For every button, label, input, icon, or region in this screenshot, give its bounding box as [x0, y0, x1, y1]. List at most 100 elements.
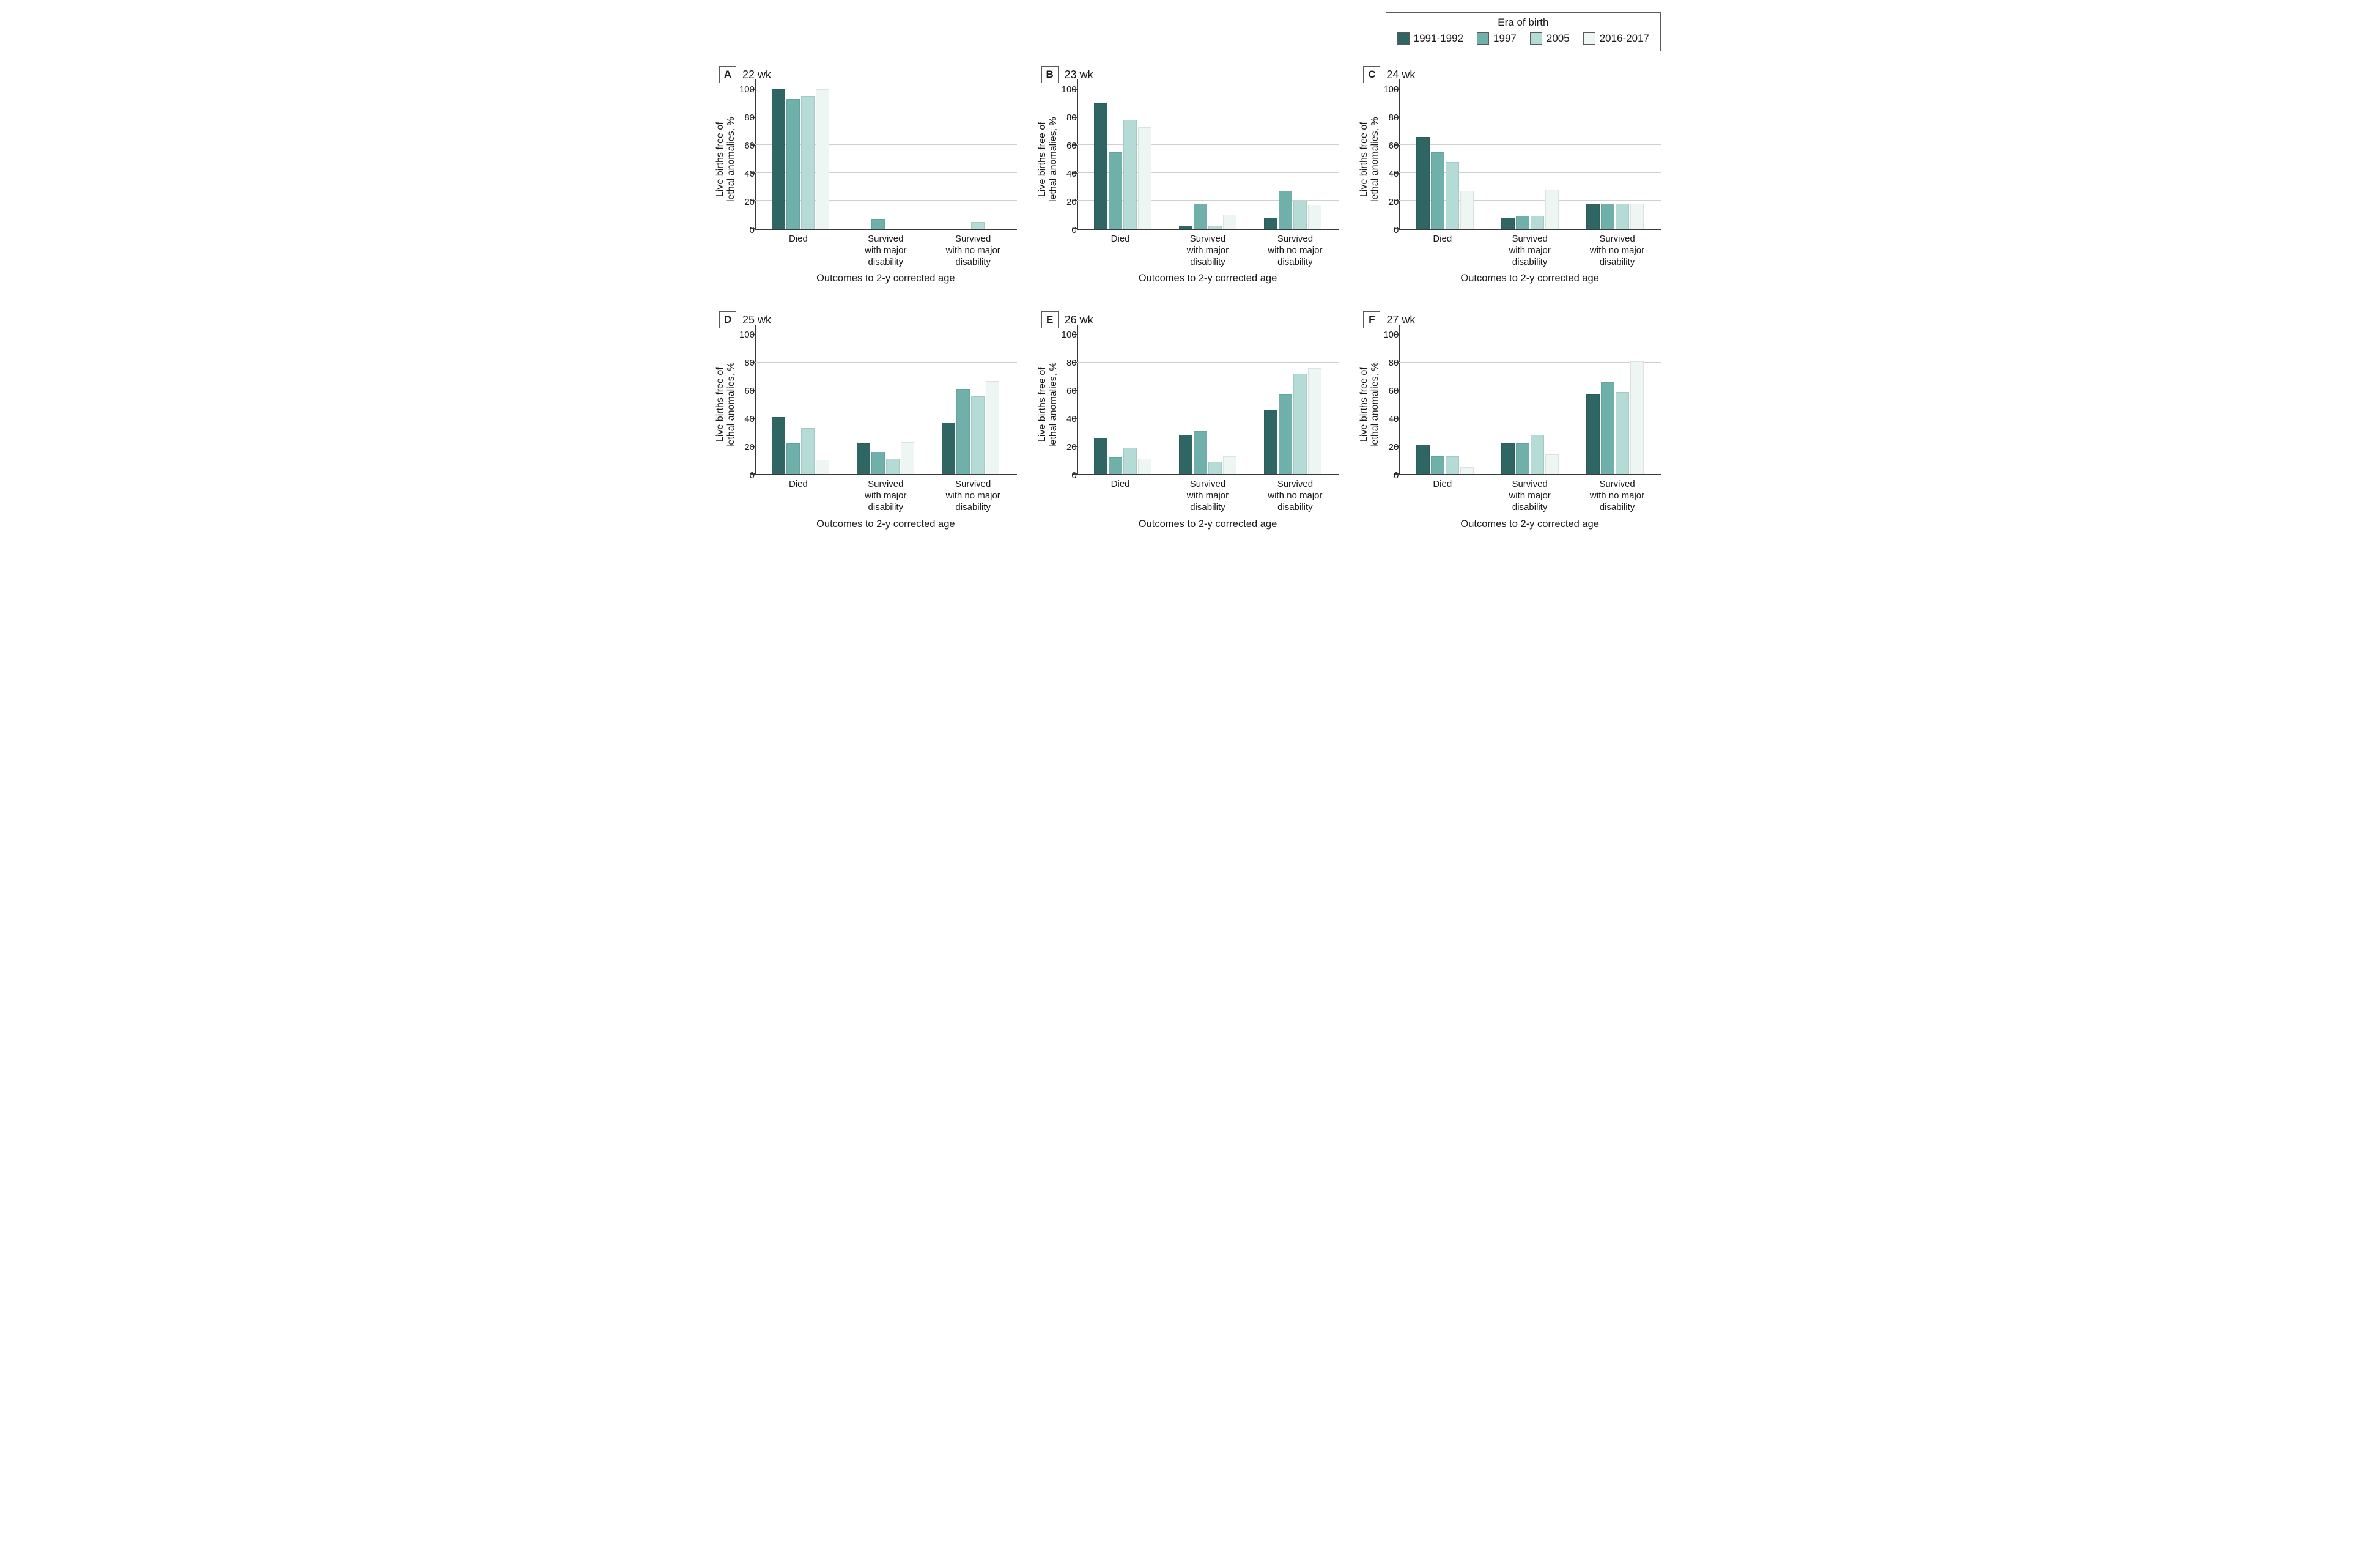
bar	[1416, 445, 1430, 474]
x-left-pad	[1055, 514, 1077, 530]
y-tick-label: 20	[744, 442, 755, 452]
x-category-label: Survivedwith majordisability	[1171, 234, 1244, 268]
x-label-line: Survived	[1581, 479, 1654, 490]
bar-group	[1501, 334, 1559, 474]
x-label-line: disability	[849, 502, 922, 514]
x-label-line: disability	[936, 502, 1010, 514]
x-label-line: disability	[1258, 257, 1332, 268]
legend-item: 1997	[1477, 32, 1517, 45]
y-tick-label: 0	[1071, 470, 1076, 481]
chart-area: 020406080100 Died Survivedwith majordisabi…	[1055, 89, 1339, 284]
bar	[1616, 204, 1629, 229]
x-category-label: Died	[1406, 479, 1479, 513]
bar	[1308, 368, 1321, 474]
x-labels-row: DiedSurvivedwith majordisabilitySurvived…	[1055, 230, 1339, 268]
legend-label: 1991-1992	[1414, 32, 1463, 45]
panel-title: 22 wk	[742, 68, 771, 81]
panel-header: A22 wk	[719, 66, 1017, 83]
panel: B23 wkLive births free oflethal anomalie…	[1041, 66, 1339, 284]
x-left-pad	[1377, 268, 1399, 284]
bar	[1531, 435, 1544, 474]
x-label-line: Died	[761, 479, 835, 490]
bar	[1109, 152, 1122, 229]
x-label-line: Survived	[936, 234, 1010, 245]
bar	[956, 389, 970, 474]
x-axis-title: Outcomes to 2-y corrected age	[755, 273, 1017, 284]
chart-wrap: Live births free oflethal anomalies, %02…	[1041, 89, 1339, 284]
x-label-line: with no major	[1581, 490, 1654, 502]
bar	[1501, 443, 1515, 474]
bar-group	[772, 89, 829, 229]
bar-group	[1094, 89, 1151, 229]
x-category-label: Survivedwith majordisability	[1171, 479, 1244, 513]
panel-letter: C	[1363, 66, 1380, 83]
legend-swatch	[1583, 32, 1595, 45]
x-title-row: Outcomes to 2-y corrected age	[733, 514, 1017, 530]
y-tick-label: 40	[1066, 414, 1077, 424]
x-title-row: Outcomes to 2-y corrected age	[1377, 268, 1661, 284]
y-axis-label: Live births free oflethal anomalies, %	[719, 89, 733, 230]
bar	[1446, 162, 1459, 229]
y-axis-label: Live births free oflethal anomalies, %	[1041, 89, 1055, 230]
chart-area: 020406080100DiedSurvivedwith majordisabi…	[1377, 89, 1661, 284]
x-label-line: disability	[1493, 257, 1567, 268]
legend-item: 1991-1992	[1397, 32, 1463, 45]
x-category-label: Survivedwith no majordisability	[1581, 234, 1654, 268]
y-tick-labels: 020406080100	[1055, 89, 1077, 230]
x-label-line: disability	[1581, 502, 1654, 514]
bar	[1279, 394, 1292, 474]
x-labels-row: DiedSurvivedwith majordisabilitySurvived…	[1377, 475, 1661, 513]
bar-group	[1416, 334, 1474, 474]
x-axis-title: Outcomes to 2-y corrected age	[1399, 273, 1661, 284]
panel-header: C24 wk	[1363, 66, 1661, 83]
x-label-line: Survived	[1258, 234, 1332, 245]
x-label-line: Survived	[1581, 234, 1654, 245]
bar	[857, 443, 870, 474]
bar-group	[1264, 334, 1321, 474]
y-tick-label: 60	[744, 386, 755, 396]
bar-group	[1264, 89, 1321, 229]
x-label-line: disability	[849, 257, 922, 268]
plot-with-ticks: 020406080100	[733, 89, 1017, 230]
plot-area	[1077, 334, 1339, 475]
y-tick-labels: 020406080100	[1377, 334, 1399, 475]
y-tick-label: 40	[1389, 169, 1399, 179]
bar-groups	[755, 89, 1017, 229]
bar	[1431, 456, 1444, 475]
plot-with-ticks: 020406080100	[1055, 89, 1339, 230]
panel-title: 23 wk	[1065, 68, 1093, 81]
panel-title: 27 wk	[1386, 314, 1415, 327]
x-label-line: Survived	[849, 234, 922, 245]
bar	[1516, 216, 1529, 229]
x-label-line: with no major	[936, 245, 1010, 257]
bar	[1416, 137, 1430, 229]
bar	[801, 428, 815, 474]
y-axis-label-line: Live births free of	[715, 117, 726, 202]
bar	[1586, 204, 1600, 229]
bar	[801, 96, 815, 229]
bar	[871, 452, 885, 474]
bar	[1194, 431, 1207, 475]
bar	[1194, 204, 1207, 229]
y-tick-labels: 020406080100	[1055, 334, 1077, 475]
bar	[971, 396, 985, 475]
legend-label: 1997	[1493, 32, 1517, 45]
panel-letter: D	[719, 311, 736, 328]
bar-group	[1179, 89, 1236, 229]
x-label-line: disability	[936, 257, 1010, 268]
y-tick-label: 0	[750, 470, 755, 481]
bar-group	[1094, 334, 1151, 474]
x-label-line: Survived	[1171, 234, 1244, 245]
y-axis-label-line: Live births free of	[715, 363, 726, 448]
x-category-label: Survivedwith majordisability	[1493, 234, 1567, 268]
x-label-line: Survived	[849, 479, 922, 490]
x-axis-title: Outcomes to 2-y corrected age	[1077, 273, 1339, 284]
bar	[772, 89, 785, 229]
bar	[1264, 218, 1277, 229]
bar	[871, 219, 885, 229]
bar	[1223, 215, 1236, 229]
panel-letter: F	[1363, 311, 1380, 328]
bar	[1516, 443, 1529, 474]
x-label-line: Died	[1084, 234, 1157, 245]
bar-groups	[1399, 89, 1661, 229]
